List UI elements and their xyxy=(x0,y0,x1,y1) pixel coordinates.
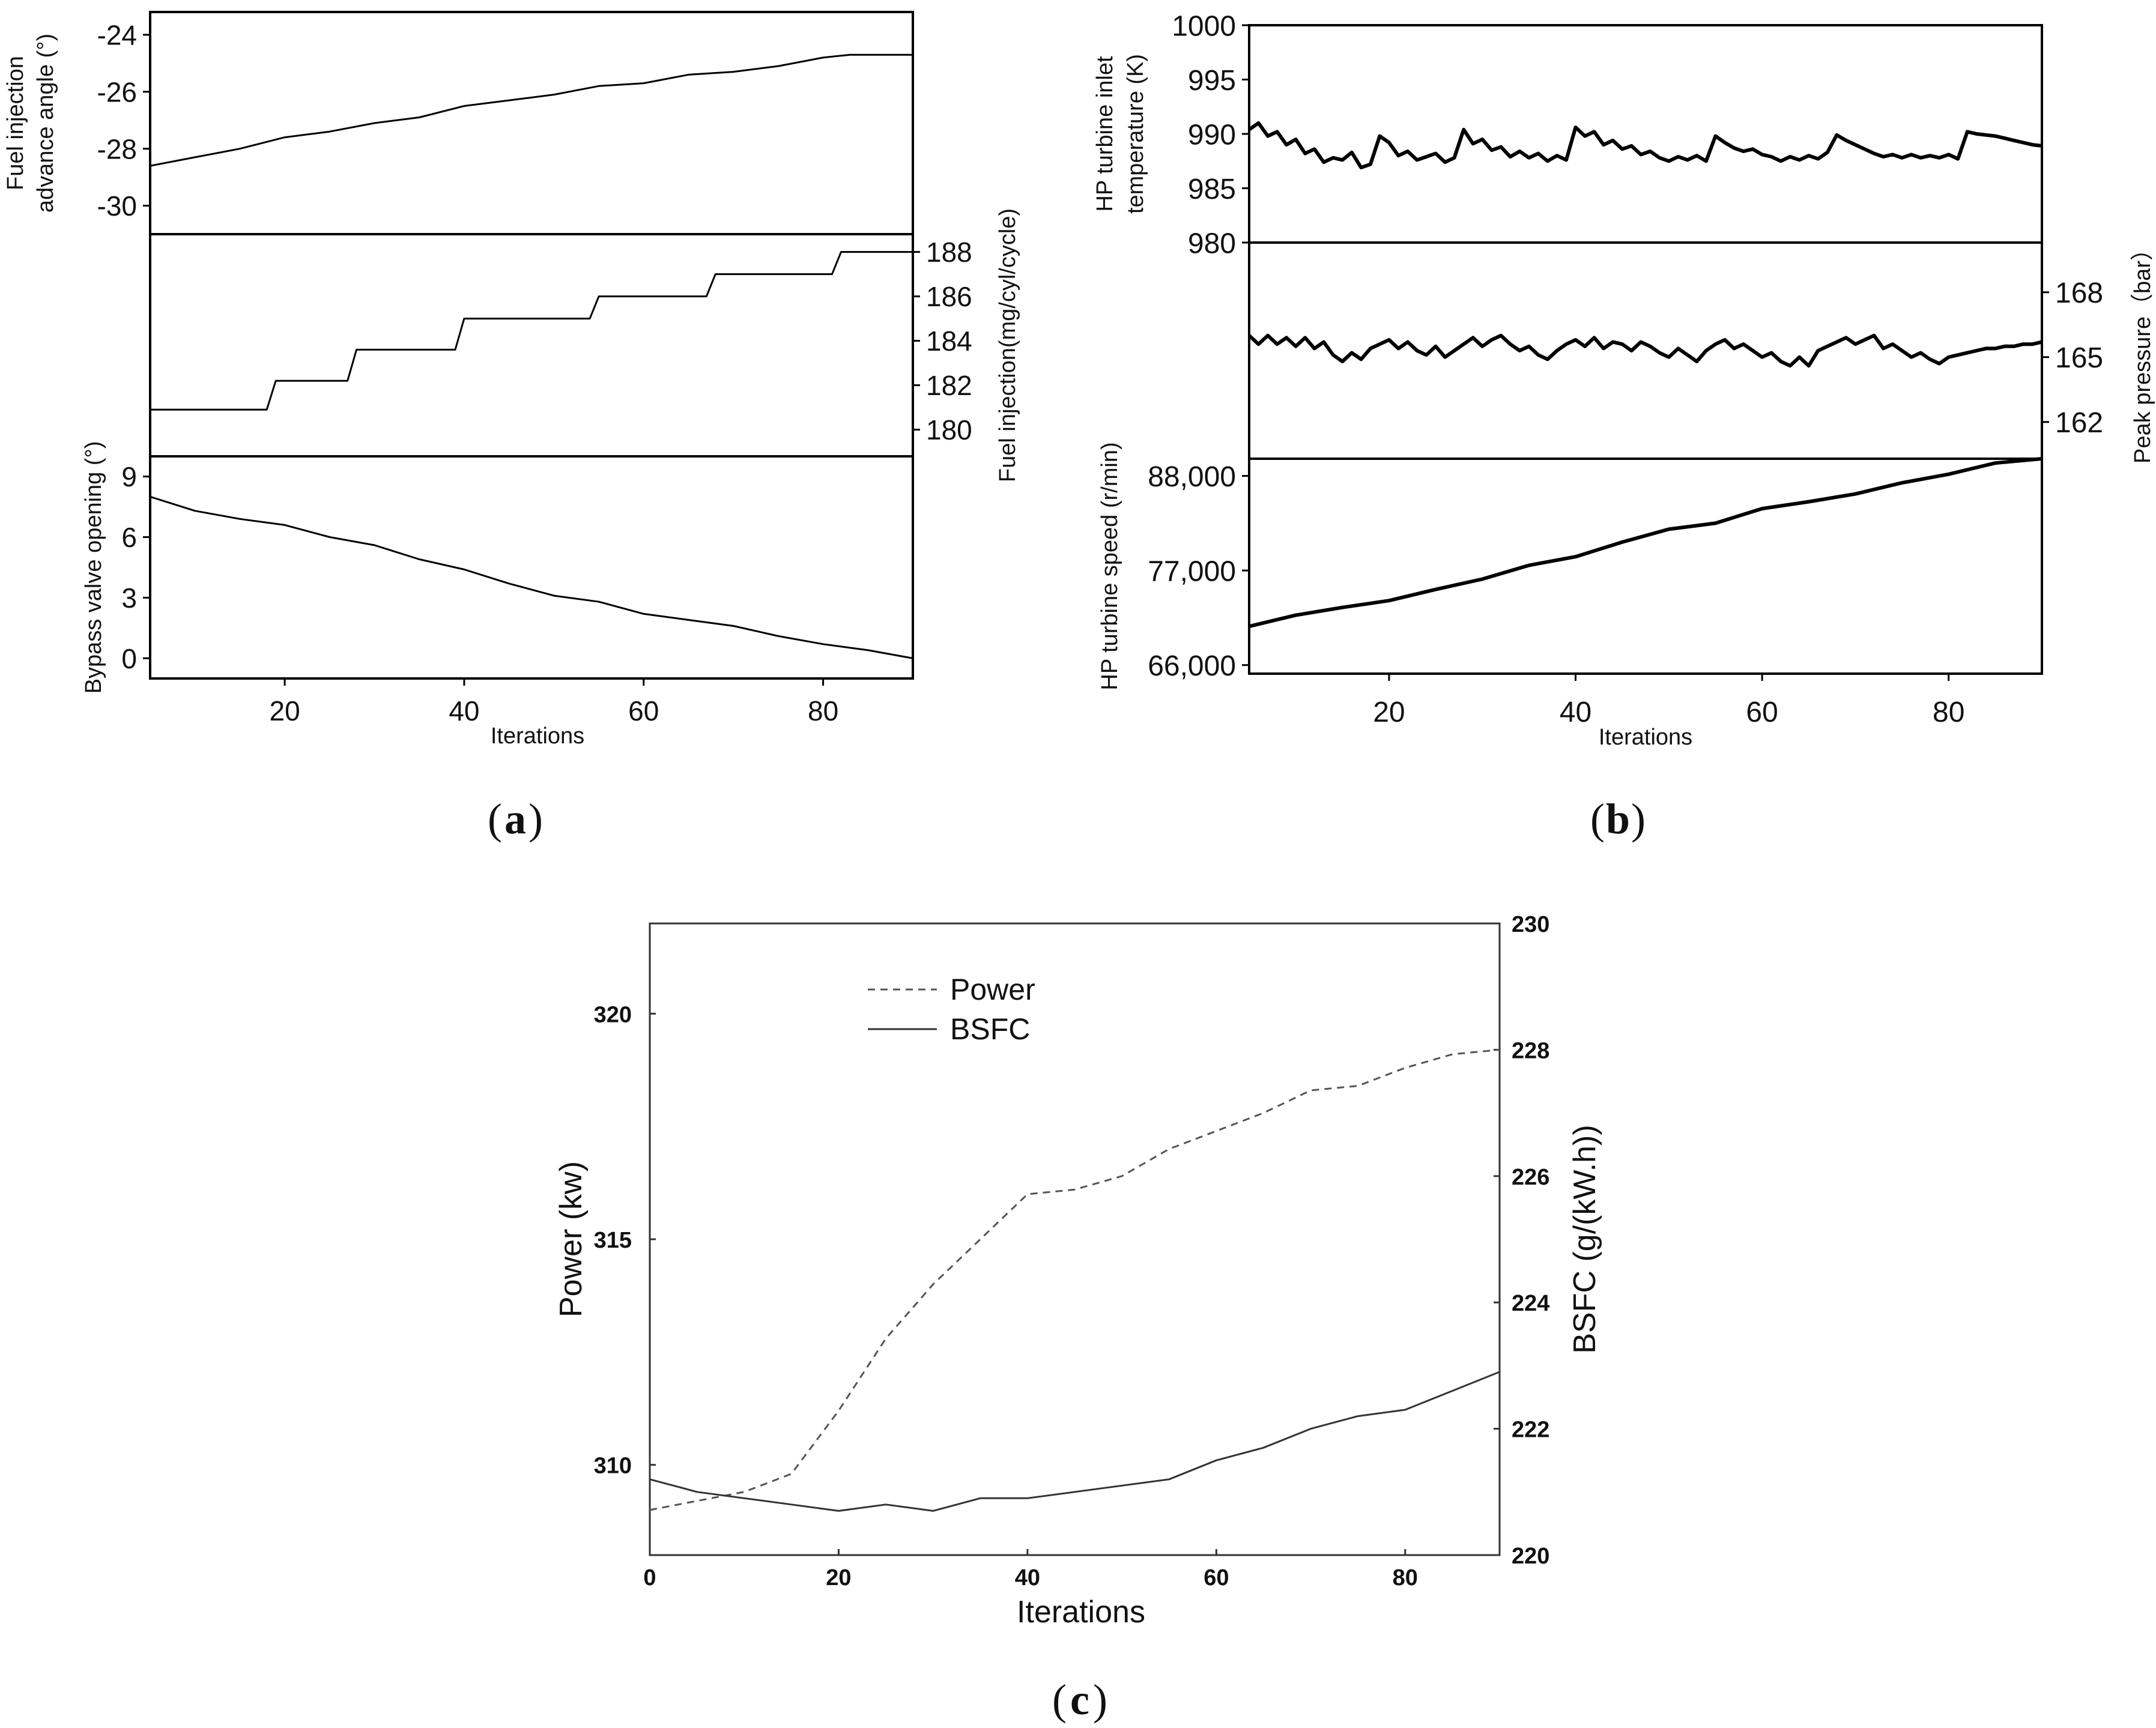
fuel-injection-ytick-label-4: 180 xyxy=(926,414,972,446)
hp-turbine-inlet-temperature-series-line xyxy=(1248,121,2042,170)
chart-c-ytick-left-label-2: 310 xyxy=(594,1454,632,1479)
chart-c-ytick-right-label-4: 222 xyxy=(1512,1418,1549,1443)
fuel-injection-ytick-label-0: 188 xyxy=(926,237,972,268)
caption-c-open: ( xyxy=(1052,1676,1067,1724)
chart-c-xlabel: Iterations xyxy=(1017,1595,1145,1630)
chart-b-frame xyxy=(1248,24,2043,675)
fuel-injection-advance-angle-ytick-label-0: -24 xyxy=(97,20,137,51)
chart-b-xtick-label-3: 80 xyxy=(1933,696,1964,728)
peak-pressure-ytick-label-0: 168 xyxy=(2055,277,2103,309)
fuel-injection-series-line xyxy=(150,251,913,411)
caption-c-letter: c xyxy=(1070,1676,1089,1724)
caption-a-open: ( xyxy=(488,795,502,843)
chart-a-xtick-label-3: 80 xyxy=(808,695,838,727)
caption-c-close: ) xyxy=(1093,1676,1107,1724)
chart-c-xtick-label-1: 20 xyxy=(826,1565,851,1591)
caption-b-open: ( xyxy=(1590,795,1605,843)
chart-c-xtick-label-4: 80 xyxy=(1393,1565,1418,1591)
hp-turbine-inlet-temperature-ytick-label-2: 990 xyxy=(1188,119,1236,151)
chart-c-ytick-right-label-0: 230 xyxy=(1512,912,1549,937)
chart-a-xtick-label-0: 20 xyxy=(270,695,300,727)
chart-c-ylabel-left: Power (kw) xyxy=(554,1161,589,1317)
hp-turbine-inlet-temperature-ytick-label-1: 995 xyxy=(1188,65,1236,97)
fuel-injection-ylabel-0: Fuel injection(mg/cyl/cycle) xyxy=(995,208,1020,482)
caption-b-letter: b xyxy=(1606,795,1630,843)
hp-turbine-inlet-temperature-ytick-label-4: 980 xyxy=(1188,228,1236,259)
fuel-injection-ytick-label-2: 184 xyxy=(926,325,972,357)
chart-c-ytick-left-label-1: 315 xyxy=(594,1228,632,1253)
chart-c-ytick-right-label-2: 226 xyxy=(1512,1165,1549,1190)
bypass-valve-opening-ytick-label-1: 6 xyxy=(121,522,137,553)
hp-turbine-speed-ylabel-0: HP turbine speed (r/min) xyxy=(1097,442,1122,690)
caption-a-letter: a xyxy=(504,795,526,843)
chart-a-xtick-label-2: 60 xyxy=(628,695,659,727)
bypass-valve-opening-ytick-label-2: 3 xyxy=(121,582,137,614)
fuel-injection-ytick-label-1: 186 xyxy=(926,281,972,312)
chart-b-xlabel: Iterations xyxy=(1599,725,1692,750)
chart-c: Iterations Power (kw) BSFC (g/(kW.h)) Po… xyxy=(554,912,1602,1724)
peak-pressure-ylabel-0: Peak pressure（bar） xyxy=(2130,238,2155,464)
hp-turbine-speed-ytick-label-1: 77,000 xyxy=(1148,555,1236,587)
fuel-injection-advance-angle-ytick-label-2: -28 xyxy=(97,133,137,165)
peak-pressure-series-line xyxy=(1247,333,2042,368)
chart-b-xtick-label-1: 40 xyxy=(1560,696,1591,728)
fuel-injection-advance-angle-series-line xyxy=(150,53,913,167)
chart-c-ytick-left-label-0: 320 xyxy=(594,1002,632,1027)
chart-a-frame xyxy=(149,11,914,680)
chart-c-ytick-right-label-3: 224 xyxy=(1512,1291,1549,1316)
bypass-valve-opening-ylabel-0: Bypass valve opening (°) xyxy=(81,441,106,694)
legend-power-label: Power xyxy=(950,973,1035,1006)
fuel-injection-ytick-label-3: 182 xyxy=(926,370,972,401)
chart-c-xtick-label-0: 0 xyxy=(643,1565,656,1591)
chart-c-ylabel-right: BSFC (g/(kW.h)) xyxy=(1567,1125,1602,1353)
fuel-injection-advance-angle-ylabel-1: advance angle (°) xyxy=(33,34,58,213)
chart-c-frame xyxy=(649,922,1501,1556)
chart-a: Iterations ( a ) 20 40 60 80-24-26-28-30Fue… xyxy=(3,11,1020,843)
bypass-valve-opening-series-line xyxy=(150,495,913,659)
chart-c-xtick-label-2: 40 xyxy=(1015,1565,1040,1591)
hp-turbine-inlet-temperature-ylabel-1: temperature (K) xyxy=(1123,54,1148,214)
chart-c-ytick-right-label-5: 220 xyxy=(1512,1544,1549,1569)
hp-turbine-speed-ytick-label-2: 66,000 xyxy=(1148,650,1236,682)
hp-turbine-inlet-temperature-ytick-label-0: 1000 xyxy=(1172,10,1236,42)
chart-a-xlabel: Iterations xyxy=(491,724,584,749)
chart-b: Iterations ( b ) 20 40 60 80 1000 995 990 985 98… xyxy=(1092,10,2155,843)
hp-turbine-speed-ytick-label-0: 88,000 xyxy=(1148,461,1236,493)
chart-c-xtick-label-3: 60 xyxy=(1204,1565,1229,1591)
hp-turbine-speed-series-line xyxy=(1249,457,2042,629)
fuel-injection-advance-angle-ylabel-0: Fuel injection xyxy=(3,56,28,190)
peak-pressure-ytick-label-2: 162 xyxy=(2055,407,2103,439)
chart-b-xtick-label-2: 60 xyxy=(1746,696,1778,728)
legend-bsfc-label: BSFC xyxy=(950,1012,1030,1046)
bypass-valve-opening-ytick-label-0: 9 xyxy=(121,461,137,492)
chart-b-xtick-label-0: 20 xyxy=(1373,696,1405,728)
fuel-injection-advance-angle-ytick-label-3: -30 xyxy=(97,190,137,222)
hp-turbine-inlet-temperature-ylabel-0: HP turbine inlet xyxy=(1092,56,1118,212)
chart-c-series-power xyxy=(649,1048,1500,1511)
caption-a-close: ) xyxy=(528,795,543,843)
caption-b-close: ) xyxy=(1631,795,1646,843)
chart-c-ytick-right-label-1: 228 xyxy=(1512,1038,1549,1063)
bypass-valve-opening-ytick-label-3: 0 xyxy=(121,643,137,674)
hp-turbine-inlet-temperature-ytick-label-3: 985 xyxy=(1188,174,1236,205)
peak-pressure-ytick-label-1: 165 xyxy=(2055,342,2103,374)
chart-c-series-bsfc xyxy=(649,1371,1500,1512)
fuel-injection-advance-angle-ytick-label-1: -26 xyxy=(97,76,137,107)
chart-a-xtick-label-1: 40 xyxy=(449,695,479,727)
